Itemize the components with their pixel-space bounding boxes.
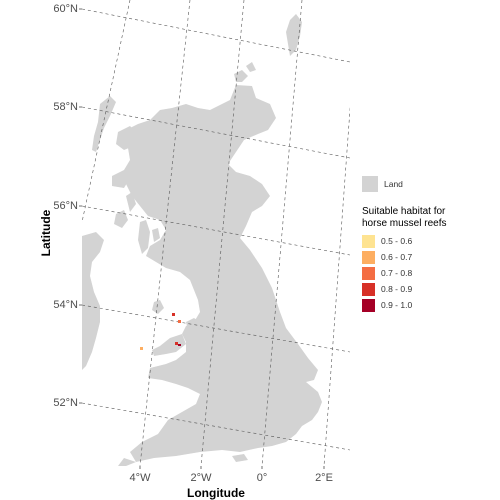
class-label: 0.5 - 0.6 <box>381 236 413 246</box>
jura-island <box>126 192 136 212</box>
class-swatch <box>362 250 375 264</box>
class-swatch <box>362 234 375 248</box>
y-axis-title: Latitude <box>39 209 53 256</box>
longitude-line-2e <box>323 105 350 466</box>
islay-island <box>114 210 128 228</box>
lon-tick-2w: 2°W <box>191 472 213 484</box>
legend-class-row: 0.8 - 0.9 <box>362 282 492 296</box>
habitat-cell <box>178 320 181 323</box>
lon-tick-2e: 2°E <box>315 472 333 484</box>
legend-land-row: Land <box>362 176 492 192</box>
legend-class-row: 0.6 - 0.7 <box>362 250 492 264</box>
habitat-cells <box>140 313 181 350</box>
longitude-ticks: 4°W 2°W 0° 2°E <box>130 466 333 484</box>
lat-tick-58n: 58°N <box>53 101 78 113</box>
land-label: Land <box>384 179 403 189</box>
plot-panel <box>82 0 350 466</box>
habitat-cell <box>172 313 175 316</box>
class-label: 0.9 - 1.0 <box>381 300 413 310</box>
habitat-title-line2: horse mussel reefs <box>362 218 447 229</box>
graticule <box>82 0 350 466</box>
class-swatch <box>362 298 375 312</box>
habitat-legend-title: Suitable habitat for horse mussel reefs <box>362 206 492 230</box>
land <box>82 14 322 466</box>
anglesey-island <box>186 318 200 330</box>
lat-tick-56n: 56°N <box>53 200 78 212</box>
longitude-line-4w-b <box>139 0 191 466</box>
habitat-cell <box>178 344 181 346</box>
legend-class-row: 0.5 - 0.6 <box>362 234 492 248</box>
class-swatch <box>362 266 375 280</box>
ireland-edge <box>82 232 104 370</box>
class-label: 0.7 - 0.8 <box>381 268 413 278</box>
lat-tick-60n: 60°N <box>53 3 78 15</box>
lon-tick-0: 0° <box>257 472 268 484</box>
land-swatch <box>362 176 378 192</box>
habitat-title-line1: Suitable habitat for <box>362 206 446 217</box>
orkney-islands-2 <box>246 62 256 72</box>
skye-island <box>116 126 138 150</box>
isle-of-man <box>152 300 164 314</box>
latitude-ticks: 60°N 58°N 56°N 54°N 52°N <box>53 3 82 409</box>
lat-tick-54n: 54°N <box>53 299 78 311</box>
isle-of-wight <box>232 454 248 462</box>
great-britain-land <box>122 85 322 462</box>
longitude-line-4w <box>82 0 131 223</box>
cornwall <box>118 458 136 466</box>
class-swatch <box>362 282 375 296</box>
x-axis-title: Longitude <box>187 486 245 500</box>
class-label: 0.8 - 0.9 <box>381 284 413 294</box>
mull-island <box>112 170 130 188</box>
wales-peninsula <box>152 334 186 356</box>
habitat-cell <box>140 347 143 350</box>
kintyre-peninsula <box>138 220 150 254</box>
orkney-islands <box>234 70 248 82</box>
arran-island <box>152 228 160 242</box>
habitat-cell <box>175 342 178 345</box>
lat-tick-52n: 52°N <box>53 397 78 409</box>
shetland-islands <box>286 14 302 56</box>
outer-hebrides <box>92 96 116 152</box>
lon-tick-4w: 4°W <box>130 472 152 484</box>
legend-class-row: 0.9 - 1.0 <box>362 298 492 312</box>
legend: Land Suitable habitat for horse mussel r… <box>362 176 492 314</box>
legend-class-row: 0.7 - 0.8 <box>362 266 492 280</box>
class-label: 0.6 - 0.7 <box>381 252 413 262</box>
